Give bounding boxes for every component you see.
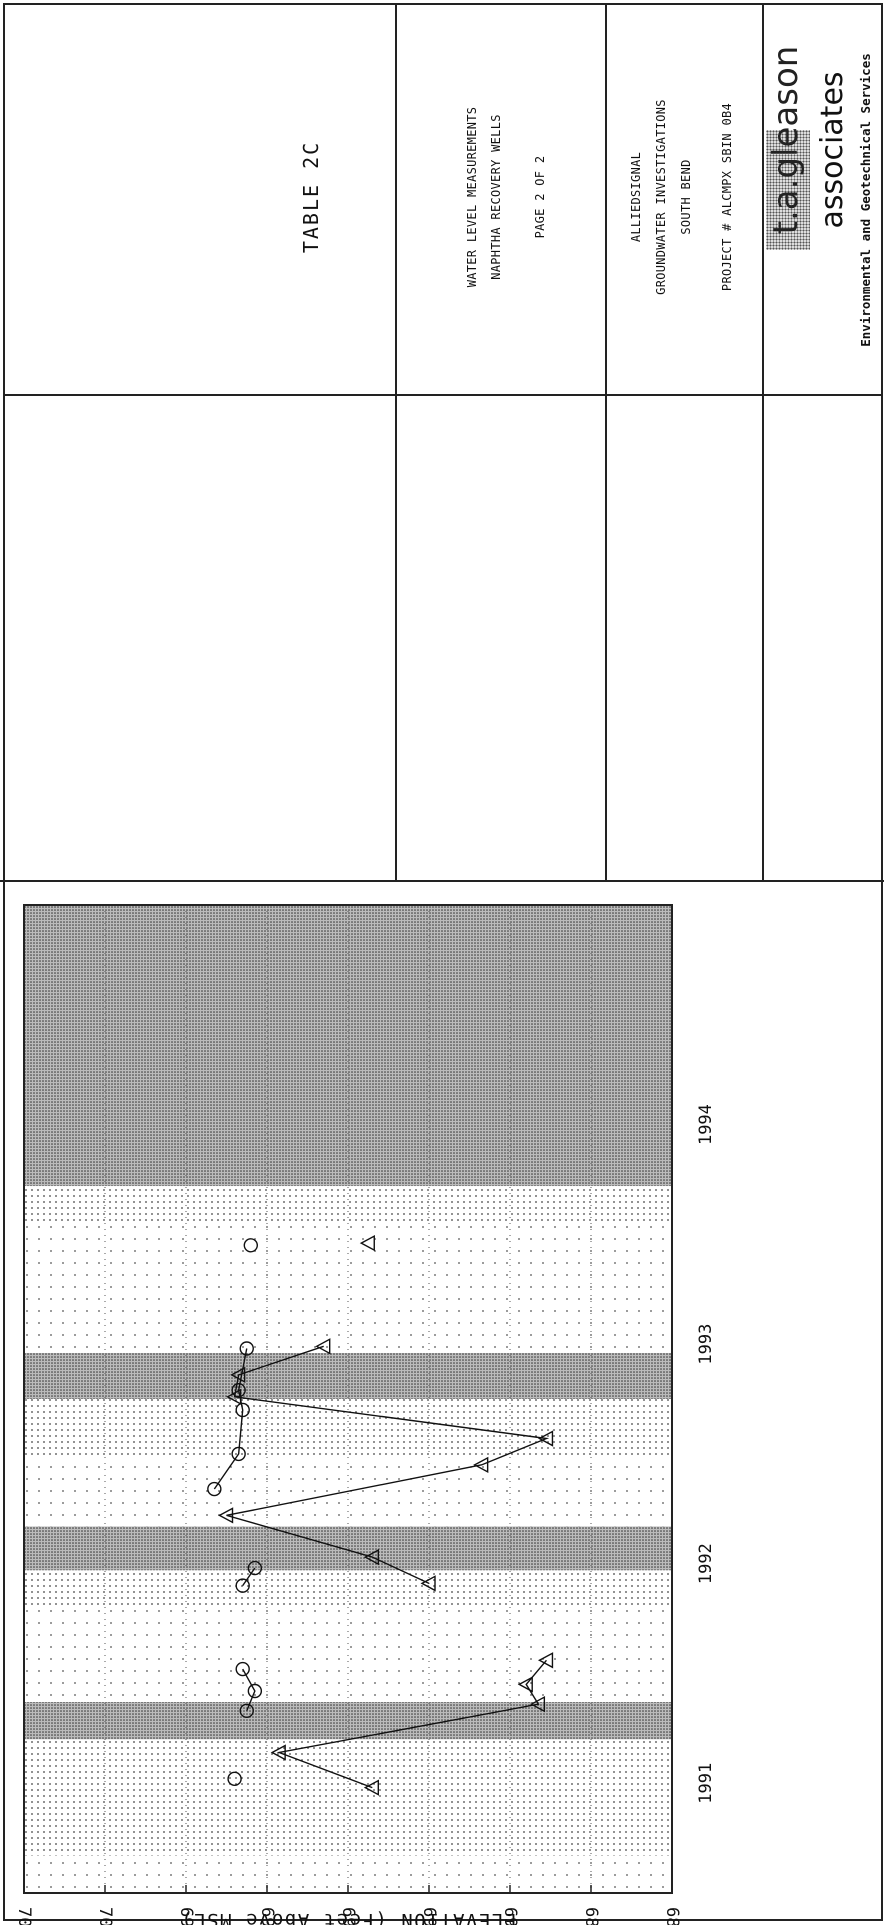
title-block-separator xyxy=(0,880,884,882)
data-point-circle xyxy=(235,1578,250,1593)
x-axis-ticks: 1991 1992 1993 1994 xyxy=(696,1104,716,1804)
data-point-circle xyxy=(247,1683,263,1699)
data-point-circle xyxy=(243,1238,259,1253)
data-point-triangle xyxy=(270,1744,286,1761)
project-location: SOUTH BEND xyxy=(679,159,693,235)
data-point-triangle xyxy=(537,1652,554,1669)
seasonal-bands xyxy=(24,905,672,1893)
y-tick-label: 698 xyxy=(176,1907,196,1925)
client-name: ALLIEDSIGNAL xyxy=(629,151,643,243)
data-point-circle xyxy=(239,1703,254,1718)
series-circle xyxy=(207,1238,263,1787)
y-tick-label: 700 xyxy=(95,1907,115,1925)
y-tick-label: 696 xyxy=(257,1907,277,1925)
seasonal-band xyxy=(24,1399,672,1459)
company-name: associates xyxy=(815,71,850,229)
data-point-triangle xyxy=(537,1430,554,1447)
seasonal-band xyxy=(24,1526,672,1571)
y-axis-ticks: 686 688 690 692 694 696 698 700 702 xyxy=(14,1885,682,1925)
seasonal-band xyxy=(24,1458,672,1527)
data-point-triangle xyxy=(315,1338,331,1355)
series-line xyxy=(276,1659,547,1789)
data-point-circle xyxy=(231,1446,246,1462)
series-line xyxy=(242,1567,256,1587)
logo-shaded-box xyxy=(766,130,810,250)
y-tick-label: 692 xyxy=(419,1907,439,1925)
y-tick-label: 702 xyxy=(14,1907,34,1925)
seasonal-band xyxy=(24,1739,672,1856)
data-point-circle xyxy=(227,1771,242,1787)
description-line-1: WATER LEVEL MEASUREMENTS xyxy=(465,106,479,288)
title-block-divider xyxy=(3,394,883,396)
description-line-3: PAGE 2 OF 2 xyxy=(533,155,547,239)
seasonal-band xyxy=(24,1352,672,1399)
seasonal-band xyxy=(24,1223,672,1353)
title-block-divider xyxy=(605,3,607,880)
project-description: GROUNDWATER INVESTIGATIONS xyxy=(654,99,668,295)
data-point-circle xyxy=(235,1661,250,1677)
data-point-circle xyxy=(207,1481,222,1497)
data-point-triangle xyxy=(517,1676,533,1693)
title-block-divider xyxy=(762,3,764,880)
data-point-circle xyxy=(235,1402,250,1418)
data-point-circle xyxy=(247,1560,263,1576)
company-logo-mark: t.a.gleason xyxy=(766,45,806,235)
data-point-triangle xyxy=(529,1696,546,1713)
series-line xyxy=(213,1348,248,1490)
company-tagline: Environmental and Geotechnical Services xyxy=(858,53,873,347)
y-tick-label: 694 xyxy=(338,1907,358,1925)
table-id: TABLE 2C xyxy=(299,140,323,254)
sheet-frame xyxy=(3,3,883,1921)
data-point-triangle xyxy=(363,1779,379,1796)
series-triangle xyxy=(218,1234,554,1796)
data-point-circle xyxy=(239,1341,254,1356)
y-tick-label: 688 xyxy=(581,1907,601,1925)
description-line-2: NAPHTHA RECOVERY WELLS xyxy=(489,114,503,280)
x-tick-label: 1992 xyxy=(696,1543,716,1584)
data-point-triangle xyxy=(359,1234,375,1252)
title-block-divider xyxy=(395,3,397,880)
seasonal-band xyxy=(24,1607,672,1702)
project-number: PROJECT # ALCMPX SBIN 0B4 xyxy=(720,102,734,292)
data-point-triangle xyxy=(420,1575,436,1592)
x-tick-label: 1991 xyxy=(696,1763,716,1804)
x-tick-label: 1994 xyxy=(696,1104,716,1145)
y-axis-label: ELEVATION (Feet Above MSL) xyxy=(180,1909,516,1925)
data-point-triangle xyxy=(473,1456,489,1474)
x-tick-label: 1993 xyxy=(696,1324,716,1365)
series-layer xyxy=(207,1234,554,1796)
y-tick-label: 690 xyxy=(500,1907,520,1925)
data-point-triangle xyxy=(230,1366,246,1384)
data-point-triangle xyxy=(363,1548,379,1566)
data-point-triangle xyxy=(218,1507,234,1524)
data-point-triangle xyxy=(226,1388,242,1405)
y-tick-label: 686 xyxy=(662,1907,682,1925)
